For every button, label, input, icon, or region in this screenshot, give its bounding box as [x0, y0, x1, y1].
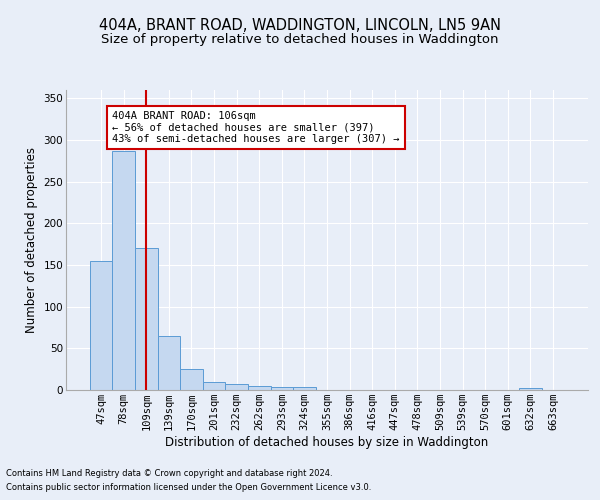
Bar: [135, 248, 158, 390]
Bar: [519, 388, 542, 390]
X-axis label: Distribution of detached houses by size in Waddington: Distribution of detached houses by size …: [166, 436, 488, 449]
Bar: [248, 386, 271, 390]
Y-axis label: Number of detached properties: Number of detached properties: [25, 147, 38, 333]
Text: Contains public sector information licensed under the Open Government Licence v3: Contains public sector information licen…: [6, 484, 371, 492]
Bar: [203, 382, 226, 390]
Text: 404A, BRANT ROAD, WADDINGTON, LINCOLN, LN5 9AN: 404A, BRANT ROAD, WADDINGTON, LINCOLN, L…: [99, 18, 501, 32]
Bar: [112, 151, 135, 390]
Text: 404A BRANT ROAD: 106sqm
← 56% of detached houses are smaller (397)
43% of semi-d: 404A BRANT ROAD: 106sqm ← 56% of detache…: [112, 111, 400, 144]
Text: Contains HM Land Registry data © Crown copyright and database right 2024.: Contains HM Land Registry data © Crown c…: [6, 468, 332, 477]
Bar: [293, 386, 316, 390]
Text: Size of property relative to detached houses in Waddington: Size of property relative to detached ho…: [101, 32, 499, 46]
Bar: [180, 369, 203, 390]
Bar: [271, 386, 293, 390]
Bar: [90, 261, 112, 390]
Bar: [226, 384, 248, 390]
Bar: [158, 336, 180, 390]
